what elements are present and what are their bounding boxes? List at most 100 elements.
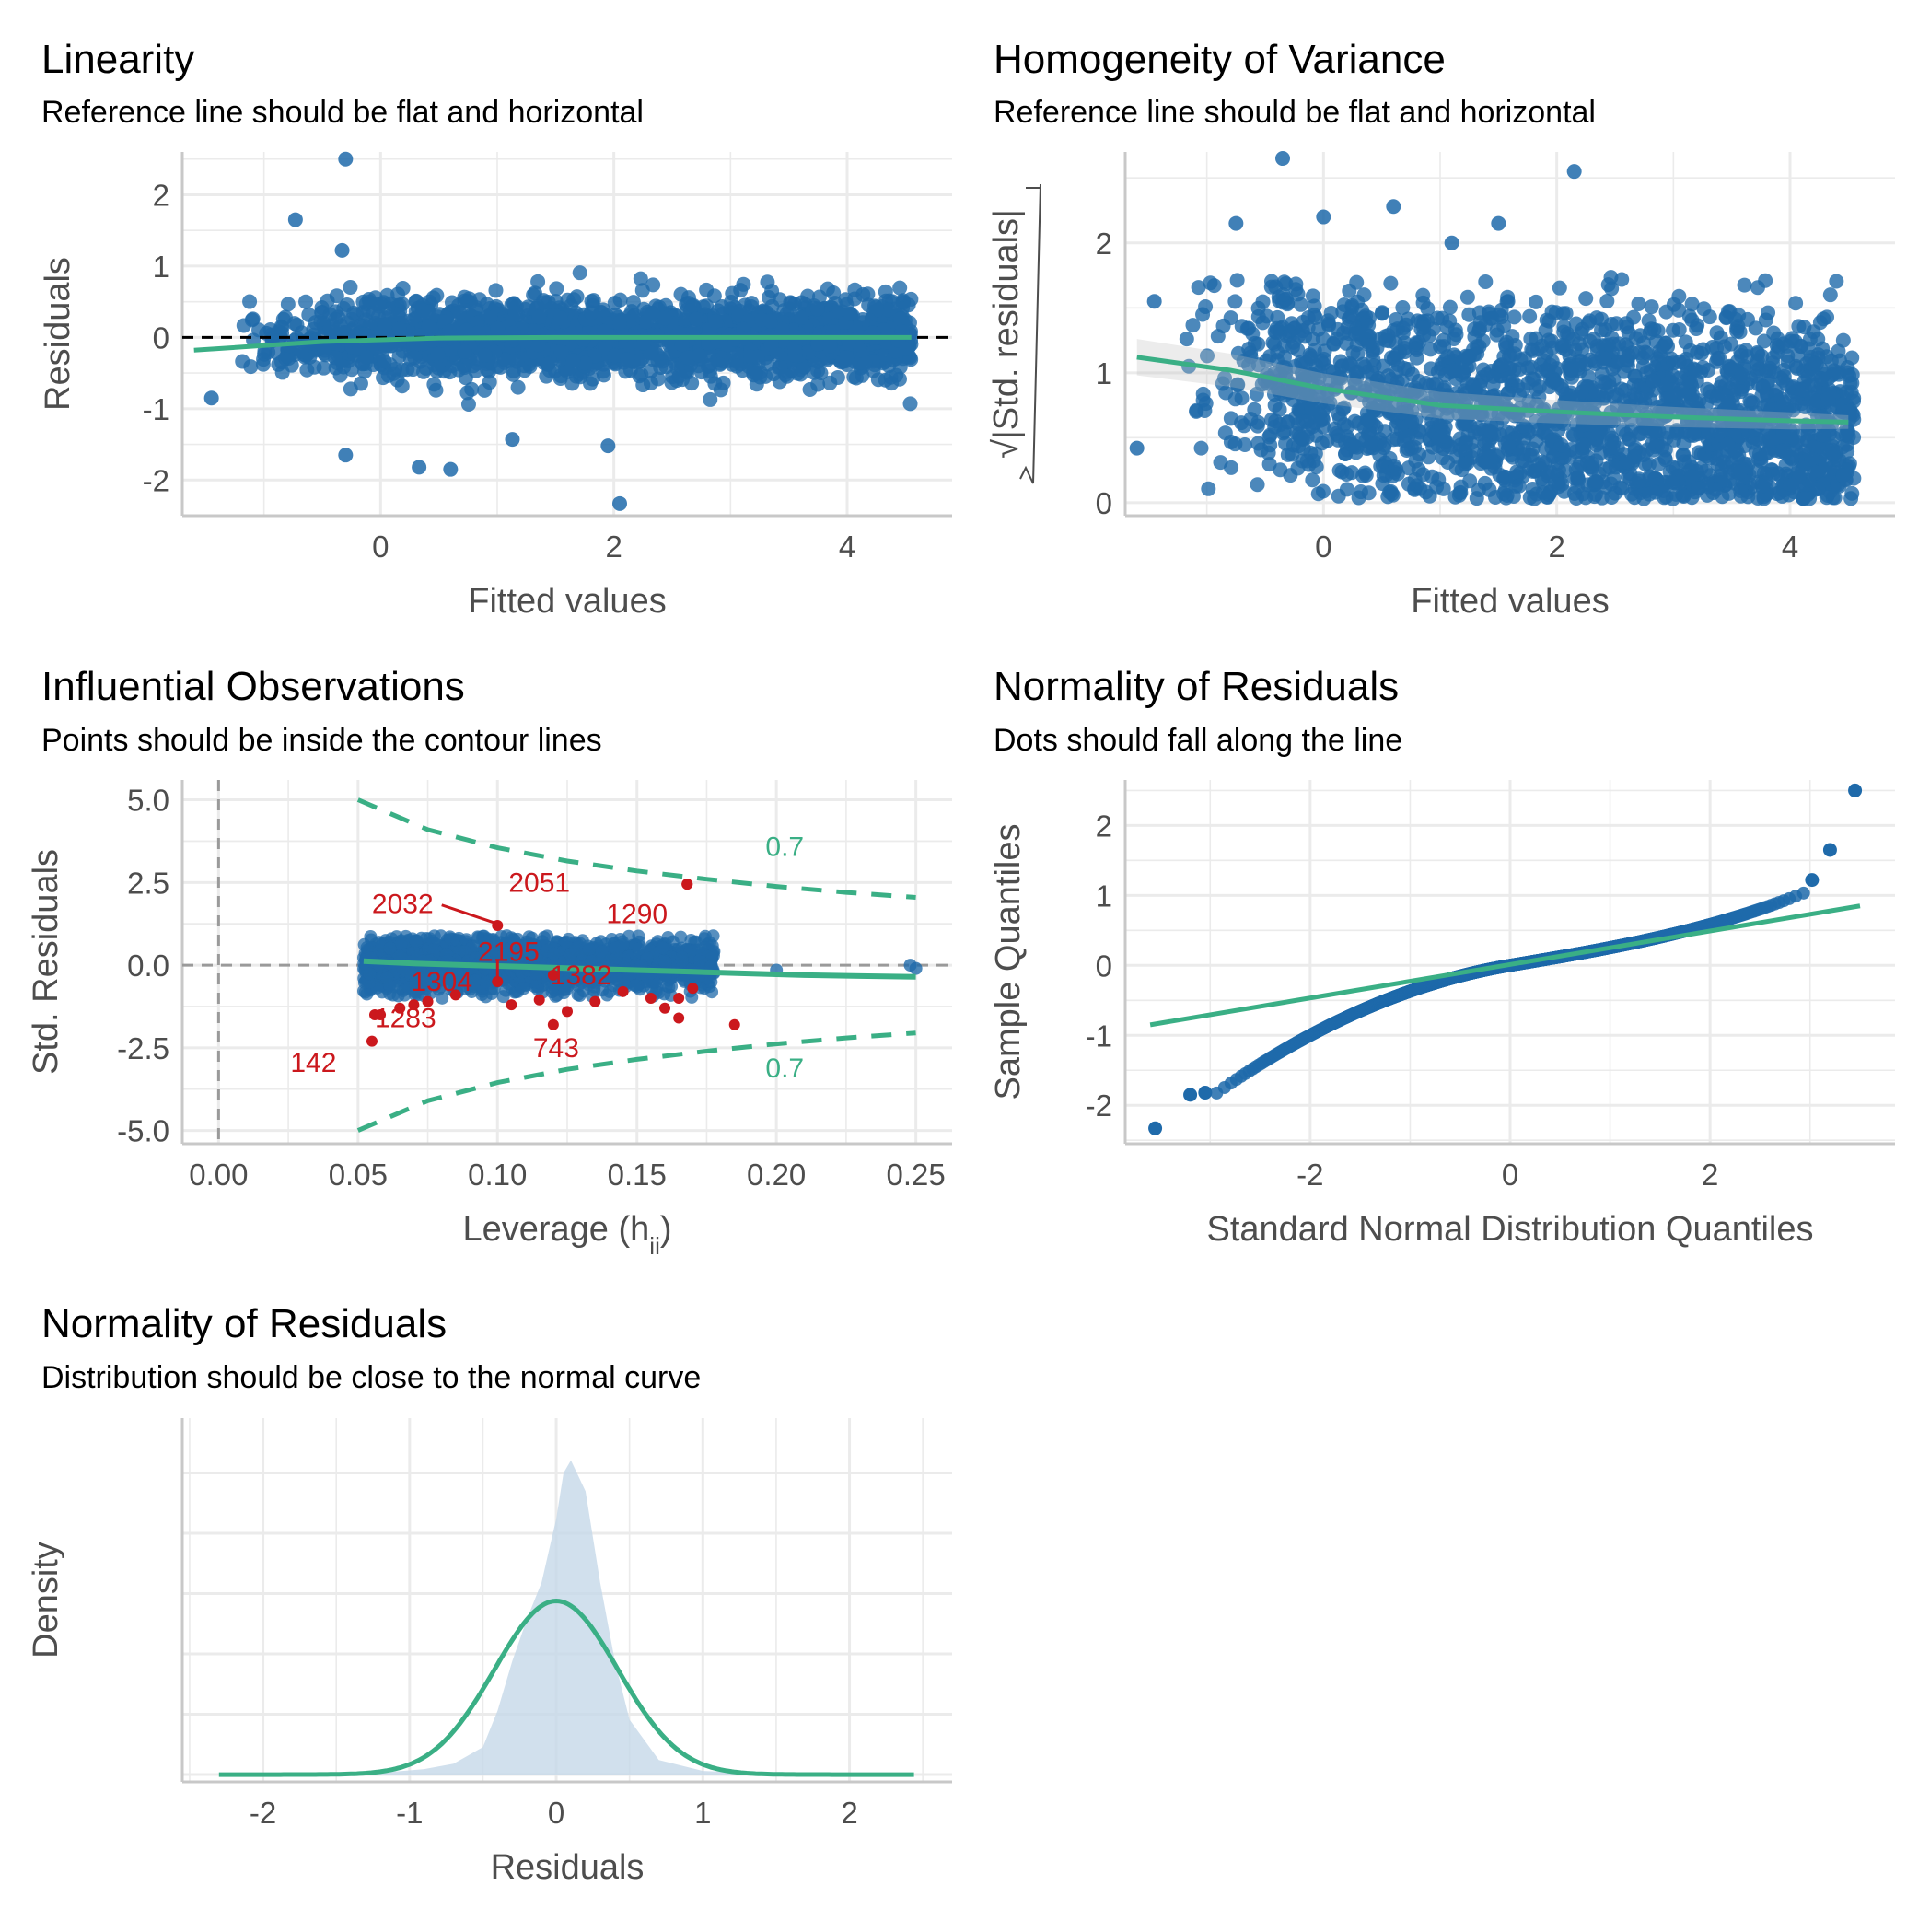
sqrt-residual-point [1594,374,1610,390]
sqrt-residual-point [1755,379,1771,395]
linearity-subtitle: Reference line should be flat and horizo… [41,95,644,130]
residual-point [703,391,718,407]
sqrt-residual-point [1796,491,1811,506]
residual-point [376,370,391,386]
sqrt-residual-point [1691,481,1706,496]
sqrt-residual-point [1458,457,1473,472]
sqrt-residual-point [1589,310,1605,326]
x-tick-label: 0.00 [189,1158,248,1192]
sqrt-residual-point [1298,355,1314,371]
residual-point [442,323,458,339]
sqrt-residual-point [1599,294,1615,309]
y-tick-label: -2.5 [117,1031,169,1065]
sqrt-residual-point [1353,484,1368,500]
sqrt-residual-point [1291,416,1307,432]
sqrt-residual-point [1539,312,1554,328]
sqrt-residual-point [1403,440,1419,456]
sqrt-residual-point [1839,385,1854,401]
residual-point [510,379,526,395]
residual-point [794,295,809,310]
sqrt-residual-point [1582,352,1598,367]
sqrt-residual-point [1627,490,1643,506]
sqrt-residual-point [1507,346,1523,362]
sqrt-residual-point [1362,338,1378,354]
residual-point [274,365,290,380]
sqrt-residual-point [1416,320,1432,336]
residual-point [299,362,315,378]
residual-point [488,283,504,298]
sqrt-residual-point [1674,381,1690,397]
sqrt-residual-point [1376,468,1391,483]
sqrt-residual-point [1721,472,1737,488]
outlier-point [338,448,354,463]
sqrt-residual-point [1770,331,1785,346]
sqrt-residual-point [1320,313,1336,329]
residual-point [395,280,411,296]
sqrt-residual-point [1835,468,1851,483]
sqrt-residual-point [1475,362,1491,378]
sqrt-residual-point [1632,345,1647,361]
sqrt-residual-point [1665,474,1680,490]
sqrt-residual-point [1442,299,1458,315]
residual-point [421,319,436,334]
sqrt-residual-point [1255,294,1271,309]
sqrt-residual-point [1344,297,1360,313]
sqrt-residual-point [1702,309,1717,325]
residual-point [810,336,826,352]
sqrt-residual-point [1776,362,1792,378]
sqrt-residual-point [1765,350,1781,366]
residual-point [807,365,822,380]
sqrt-residual-point [1608,357,1623,373]
outlier-point [1228,215,1244,231]
residual-point [809,301,825,317]
sqrt-residual-point [1389,321,1405,337]
residual-point [565,353,581,368]
residual-point [618,364,634,379]
x-tick-label: 2 [1548,530,1564,564]
sqrt-residual-point [1618,426,1634,442]
sqrt-residual-point [1431,471,1447,487]
residual-point [451,305,467,320]
sqrt-residual-point [1791,319,1807,334]
residual-point [729,358,745,374]
sqrt-residual-point [1554,476,1570,492]
residual-point [774,321,790,337]
sqrt-residual-point [1665,367,1680,383]
sqrt-residual-point [1342,283,1357,298]
sqrt-residual-point [1600,426,1616,442]
residual-point [731,347,747,363]
sqrt-residual-point [1722,381,1738,397]
residual-point [822,338,838,354]
sqrt-residual-point [1718,309,1734,325]
residual-point [684,376,700,391]
sqrt-residual-point [1377,437,1392,453]
sqrt-residual-point [1539,489,1554,505]
residual-point [552,310,568,326]
sqrt-residual-point [1565,331,1581,346]
sqrt-residual-point [1310,486,1326,502]
outlier-point [338,151,354,167]
x-axis-title: Fitted values [468,582,666,621]
residual-point [750,349,765,365]
sqrt-residual-point [1708,482,1724,497]
residual-point [736,276,751,292]
sqrt-residual-point [1511,478,1527,494]
qq-title: Normality of Residuals [994,664,1399,709]
residual-point [242,294,258,309]
y-tick-label: 1 [1096,356,1112,390]
sqrt-residual-point [1355,356,1371,372]
sqrt-residual-point [1665,322,1680,338]
x-axis-title: Fitted values [1411,582,1609,621]
residual-point [243,359,259,375]
residual-point [620,352,635,367]
loess-fit-line [193,334,912,353]
residual-point [407,350,423,366]
residual-point [584,305,599,320]
outlier-point [203,390,219,406]
sqrt-residual-point [1831,365,1847,380]
sqrt-residual-point [1199,348,1215,364]
sqrt-residual-point [1213,455,1228,471]
residual-point [391,348,407,364]
sqrt-residual-point [1435,450,1450,466]
